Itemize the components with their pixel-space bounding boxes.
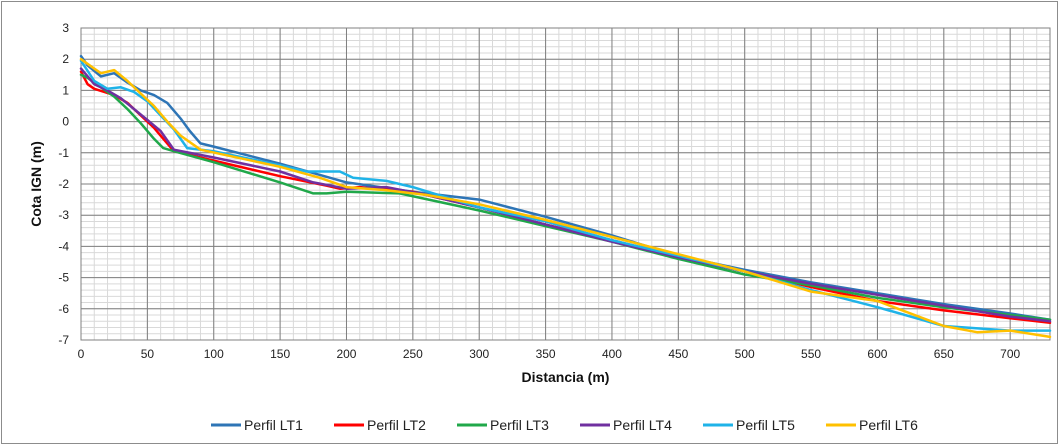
x-axis-title: Distancia (m) (522, 369, 610, 385)
legend: Perfil LT1 Perfil LT2 Perfil LT3 Perfil LT4… (211, 417, 918, 433)
x-tick-label: 250 (403, 347, 423, 361)
y-tick-label: -5 (58, 271, 69, 285)
series-line-perfil-lt3 (79, 73, 1052, 321)
x-tick-label: 600 (867, 347, 887, 361)
y-tick-label: 0 (62, 115, 69, 129)
y-tick-label: 1 (62, 83, 69, 97)
y-tick-label: -7 (58, 333, 69, 347)
major-gridlines (80, 27, 1050, 341)
y-tick-labels: 3 2 1 0 -1 -2 -3 -4 -5 -6 -7 (58, 21, 69, 347)
x-tick-label: 700 (1000, 347, 1020, 361)
legend-label: Perfil LT6 (859, 417, 918, 433)
x-tick-label: 350 (536, 347, 556, 361)
x-tick-label: 500 (735, 347, 755, 361)
y-tick-label: -1 (58, 146, 69, 160)
y-tick-label: -4 (58, 239, 69, 253)
x-tick-labels: 0 50 100 150 200 250 300 350 400 450 500 550 600 650 7… (78, 347, 1021, 361)
legend-label: Perfil LT3 (490, 417, 549, 433)
x-tick-label: 300 (469, 347, 489, 361)
y-tick-label: -2 (58, 177, 69, 191)
y-tick-label: -3 (58, 208, 69, 222)
x-tick-label: 50 (141, 347, 155, 361)
y-tick-label: 2 (62, 52, 69, 66)
x-tick-label: 100 (204, 347, 224, 361)
legend-label: Perfil LT2 (367, 417, 426, 433)
x-tick-label: 150 (270, 347, 290, 361)
legend-label: Perfil LT4 (613, 417, 672, 433)
y-tick-label: 3 (62, 21, 69, 35)
legend-label: Perfil LT5 (736, 417, 795, 433)
y-tick-label: -6 (58, 302, 69, 316)
series-layer (79, 54, 1052, 339)
series-line-perfil-lt6 (79, 57, 1052, 339)
y-axis-title: Cota IGN (m) (28, 141, 44, 227)
plot-area-border (80, 27, 1051, 341)
x-tick-label: 400 (602, 347, 622, 361)
x-tick-label: 550 (801, 347, 821, 361)
series-line-perfil-lt1 (79, 54, 1052, 321)
x-tick-label: 200 (336, 347, 356, 361)
x-tick-label: 0 (78, 347, 85, 361)
x-tick-label: 650 (934, 347, 954, 361)
x-tick-label: 450 (668, 347, 688, 361)
legend-label: Perfil LT1 (244, 417, 303, 433)
